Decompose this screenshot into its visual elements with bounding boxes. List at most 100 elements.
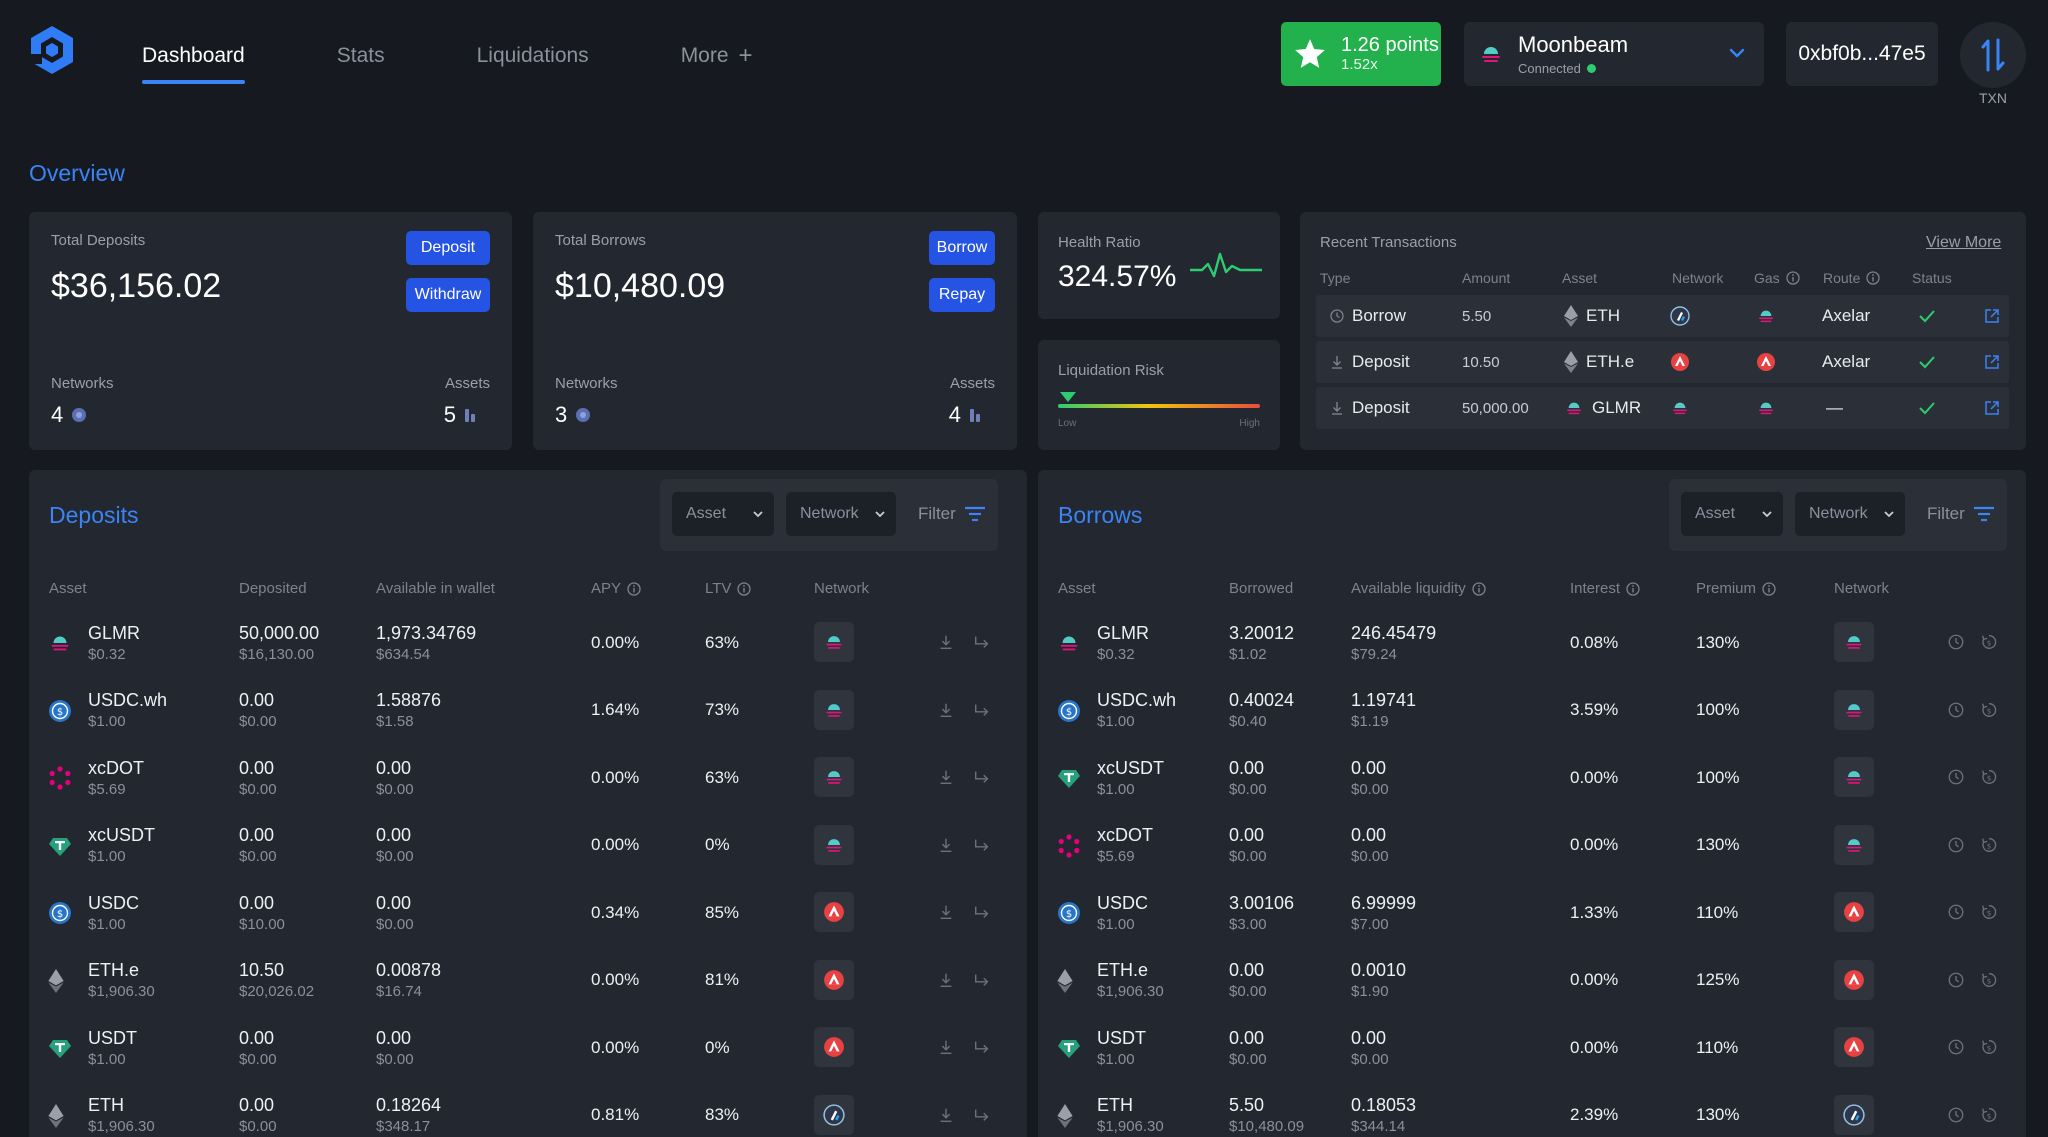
borrowed-value: 0.40024 [1229, 690, 1295, 710]
available-liquidity: 0.18053 $344.14 [1351, 1082, 1416, 1137]
external-link-icon[interactable] [1984, 295, 2000, 337]
deposit-action-icon[interactable] [937, 1106, 957, 1126]
deposit-row-usdc-wh[interactable]: $ USDC.wh $1.00 0.00 $0.00 1.58876 $1.58 1.64% 7… [29, 677, 1027, 744]
transfer-action-icon[interactable] [972, 768, 992, 788]
repay-action-icon[interactable]: $ [1980, 971, 2000, 991]
deposit-row-eth-e[interactable]: ETH.e $1,906.30 10.50 $20,026.02 0.00878 $16.… [29, 947, 1027, 1014]
borrows-filter-button[interactable]: Filter [1927, 492, 1995, 536]
deposits-header-ltv: LTV [705, 580, 752, 597]
borrow-action-icon[interactable] [1947, 903, 1967, 923]
borrow-row-eth[interactable]: ETH $1,906.30 5.50 $10,480.09 0.18053 $344.14… [1038, 1082, 2026, 1137]
available-liquidity-value: 0.18053 [1351, 1095, 1417, 1115]
tx-row[interactable]: Deposit 10.50 ETH.e Axelar [1316, 341, 2009, 383]
glmr-icon [1567, 402, 1581, 415]
borrow-action-icon[interactable] [1947, 633, 1967, 653]
borrow-row-xcdot[interactable]: xcDOT $5.69 0.00 $0.00 0.00 $0.00 0.00% 130% $ [1038, 812, 2026, 879]
deposit-row-xcdot[interactable]: xcDOT $5.69 0.00 $0.00 0.00 $0.00 0.00% 63% [29, 744, 1027, 811]
moonbeam-network-icon [814, 757, 854, 797]
transfer-action-icon[interactable] [972, 836, 992, 856]
eth-icon [1564, 305, 1578, 327]
borrow-networks-count: 3 [555, 402, 591, 428]
borrows-asset-select[interactable]: Asset [1681, 492, 1783, 536]
nav-dashboard[interactable]: Dashboard [142, 42, 245, 84]
deposit-row-usdc[interactable]: $ USDC $1.00 0.00 $10.00 0.00 $0.00 0.34% 85% [29, 879, 1027, 946]
asset-name-value: xcUSDT [88, 825, 155, 845]
borrow-row-usdc[interactable]: $ USDC $1.00 3.00106 $3.00 6.99999 $7.00 1.33% 1… [1038, 879, 2026, 946]
deposit-button[interactable]: Deposit [406, 231, 490, 265]
deposits-header-apy: APY [591, 580, 641, 597]
borrow-row-eth-e[interactable]: ETH.e $1,906.30 0.00 $0.00 0.0010 $1.90 0.00% 1… [1038, 947, 2026, 1014]
nav-stats[interactable]: Stats [336, 44, 385, 67]
transfer-action-icon[interactable] [972, 633, 992, 653]
available-liquidity-usd: $1.19 [1351, 713, 1389, 730]
transfer-action-icon[interactable] [972, 701, 992, 721]
available-liquidity-value: 6.99999 [1351, 892, 1417, 913]
deposit-row-usdt[interactable]: USDT $1.00 0.00 $0.00 0.00 $0.00 0.00% 0% [29, 1014, 1027, 1081]
borrow-action-icon[interactable] [1947, 701, 1967, 721]
transfer-action-icon[interactable] [972, 971, 992, 991]
repay-button[interactable]: Repay [929, 278, 995, 312]
tx-amount: 50,000.00 [1462, 399, 1529, 417]
borrow-action-icon[interactable] [1947, 836, 1967, 856]
coins-icon [465, 409, 475, 422]
deposits-network-select[interactable]: Network [786, 492, 896, 536]
app-logo[interactable] [28, 24, 76, 76]
borrows-network-select[interactable]: Network [1795, 492, 1905, 536]
borrow-row-xcusdt[interactable]: xcUSDT $1.00 0.00 $0.00 0.00 $0.00 0.00% 100% $ [1038, 744, 2026, 811]
transfer-action-icon[interactable] [972, 903, 992, 923]
ltv-value: 73% [705, 700, 740, 719]
withdraw-button[interactable]: Withdraw [406, 278, 490, 312]
points-badge[interactable]: 1.26 points 1.52x [1281, 22, 1441, 86]
deposited-usd: $0.00 [239, 1050, 277, 1068]
deposit-action-icon[interactable] [937, 633, 957, 653]
borrowed-value: 3.00106 [1229, 892, 1295, 913]
repay-action-icon[interactable]: $ [1980, 633, 2000, 653]
premium-value: 130% [1696, 835, 1740, 854]
deposit-action-icon[interactable] [937, 701, 957, 721]
repay-action-icon[interactable]: $ [1980, 701, 2000, 721]
connection-status: Connected [1518, 61, 1628, 76]
external-link-icon[interactable] [1984, 387, 2000, 429]
nav-more[interactable]: More + [681, 42, 753, 70]
borrow-action-icon[interactable] [1947, 1038, 1967, 1058]
deposit-action-icon[interactable] [937, 971, 957, 991]
repay-action-icon[interactable]: $ [1980, 836, 2000, 856]
deposited-usd: $0.00 [239, 713, 277, 730]
repay-action-icon[interactable]: $ [1980, 1038, 2000, 1058]
asset-name-usd: $1.00 [88, 1050, 126, 1068]
deposit-row-glmr[interactable]: GLMR $0.32 50,000.00 $16,130.00 1,973.34769 $… [29, 609, 1027, 676]
deposit-action-icon[interactable] [937, 836, 957, 856]
deposits-filter-button[interactable]: Filter [918, 492, 986, 536]
borrow-row-usdt[interactable]: USDT $1.00 0.00 $0.00 0.00 $0.00 0.00% 110% $ [1038, 1014, 2026, 1081]
interest-value: 2.39% [1570, 1105, 1619, 1124]
view-more-link[interactable]: View More [1926, 234, 2002, 251]
borrow-row-glmr[interactable]: GLMR $0.32 3.20012 $1.02 246.45479 $79.24 0.08… [1038, 609, 2026, 676]
deposits-asset-select[interactable]: Asset [672, 492, 774, 536]
deposit-row-eth[interactable]: ETH $1,906.30 0.00 $0.00 0.18264 $348.17 0.81%… [29, 1082, 1027, 1137]
network-selector[interactable]: Moonbeam Connected [1464, 22, 1764, 86]
download-icon [1332, 402, 1342, 415]
apy-value: 0.34% [591, 902, 640, 922]
borrow-action-icon[interactable] [1947, 1106, 1967, 1126]
repay-action-icon[interactable]: $ [1980, 1106, 2000, 1126]
tx-row[interactable]: Borrow 5.50 ETH Axelar [1316, 295, 2009, 337]
wallet-address[interactable]: 0xbf0b...47e5 [1786, 22, 1938, 86]
transfer-action-icon[interactable] [972, 1038, 992, 1058]
borrow-row-usdc-wh[interactable]: $ USDC.wh $1.00 0.40024 $0.40 1.19741 $1.19 3.5… [1038, 677, 2026, 744]
borrow-action-icon[interactable] [1947, 971, 1967, 991]
deposit-action-icon[interactable] [937, 903, 957, 923]
txn-button[interactable] [1960, 22, 2026, 88]
nav-liquidations[interactable]: Liquidations [476, 44, 589, 67]
repay-action-icon[interactable]: $ [1980, 768, 2000, 788]
repay-action-icon[interactable]: $ [1980, 903, 2000, 923]
transfer-action-icon[interactable] [972, 1106, 992, 1126]
deposit-row-xcusdt[interactable]: xcUSDT $1.00 0.00 $0.00 0.00 $0.00 0.00% 0% [29, 812, 1027, 879]
deposit-action-icon[interactable] [937, 768, 957, 788]
borrow-button[interactable]: Borrow [929, 231, 995, 265]
borrow-action-icon[interactable] [1947, 768, 1967, 788]
tx-row[interactable]: Deposit 50,000.00 GLMR — [1316, 387, 2009, 429]
external-link-icon[interactable] [1984, 341, 2000, 383]
deposit-action-icon[interactable] [937, 1038, 957, 1058]
asset-name-usd: $1.00 [1097, 915, 1135, 933]
info-icon [1472, 581, 1486, 596]
